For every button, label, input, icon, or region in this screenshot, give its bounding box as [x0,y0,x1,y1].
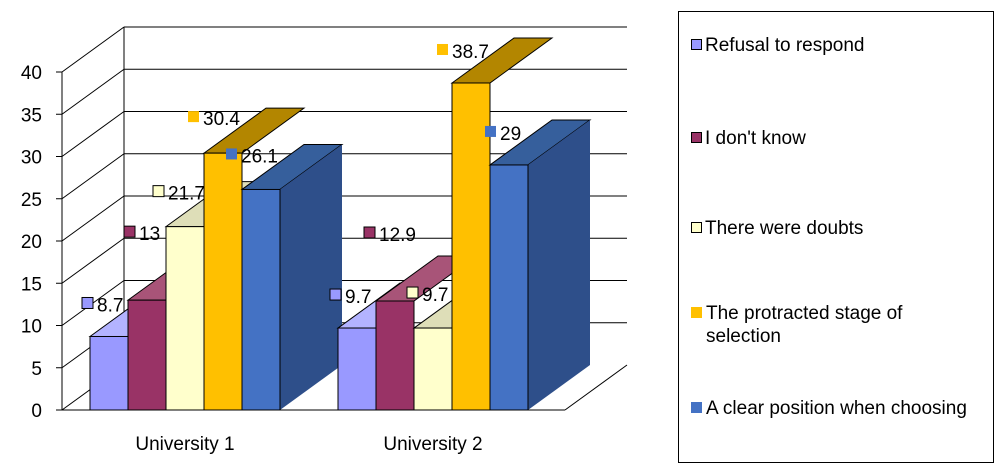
bar-front-face [375,300,415,411]
gridline-depth [61,195,125,242]
data-label-marker [188,111,199,123]
legend-item: Refusal to respond [691,34,865,57]
bars [88,37,592,411]
data-label-marker [437,43,448,55]
bar-front-face [89,335,129,411]
legend-swatch [691,39,702,50]
y-tick-label: 15 [21,274,42,295]
bar-front-face [489,164,529,411]
data-label-marker [329,288,342,301]
legend-swatch [691,132,702,143]
legend: Refusal to respond I don't know There were… [678,11,994,463]
gridline-depth [61,111,125,157]
data-label: 13 [139,224,160,245]
bar-front-face [413,327,453,411]
data-label-marker [152,185,165,198]
floor-edge [564,364,628,411]
gridline-depth [61,68,125,115]
data-label-marker [81,296,94,309]
chart-plot-area: 0 5 10 15 20 25 30 35 40 University 1 University 2… [21,26,628,455]
bar-front-face [127,299,167,411]
x-category-label: University 2 [383,434,482,455]
legend-item: The protracted stage of selection [691,302,976,348]
y-tick-label: 0 [31,401,42,422]
y-tick-label: 20 [21,232,42,253]
bar [450,37,554,411]
y-tick-label: 10 [21,317,42,338]
data-label: 9.7 [345,287,371,308]
data-label-marker [406,286,419,299]
legend-item: A clear position when choosing [691,397,967,420]
gridline-depth [61,153,125,200]
gridline-depth [61,237,125,284]
data-label: 8.7 [97,295,123,316]
bar-front-face [165,226,205,411]
x-category-label: University 1 [135,434,234,455]
data-label: 29 [500,124,521,145]
data-label: 30.4 [203,109,240,130]
y-tick-label: 5 [31,359,42,380]
bar-side-face [280,144,342,410]
bar-front-face [241,188,281,411]
legend-item: There were doubts [691,217,863,240]
y-tick-label: 35 [21,105,42,126]
data-label-marker [226,148,237,160]
legend-swatch [691,402,702,413]
data-label-marker [123,225,136,238]
legend-swatch [691,222,702,233]
legend-label: I don't know [705,128,806,149]
legend-label: Refusal to respond [705,35,865,56]
bar [240,143,344,411]
bar-front-face [203,152,243,411]
legend-item: I don't know [691,127,806,150]
data-label: 9.7 [422,285,448,306]
axes: 0 5 10 15 20 25 30 35 40 University 1 University 2 [21,27,628,455]
y-tick-label: 25 [21,190,42,211]
bar-front-face [337,327,377,411]
bar-side-face [528,119,590,410]
data-label-marker [485,125,496,137]
bar-front-face [451,82,491,411]
legend-label: A clear position when choosing [706,398,967,419]
bar [374,255,478,411]
data-label: 26.1 [241,146,278,167]
y-tick-label: 40 [21,63,42,84]
data-label: 38.7 [452,42,489,63]
data-label: 12.9 [379,225,416,246]
legend-swatch [691,307,702,318]
y-tick-label: 30 [21,148,42,169]
gridline-depth [61,26,125,73]
bar [488,119,592,411]
legend-label: There were doubts [705,218,864,239]
legend-label: The protracted stage of selection [706,303,903,347]
data-label-marker [363,226,376,239]
data-labels: 8.7 13 21.7 30.426.1 9.7 12.9 9.7 38.7 29 [81,42,521,316]
data-label: 21.7 [168,184,205,205]
